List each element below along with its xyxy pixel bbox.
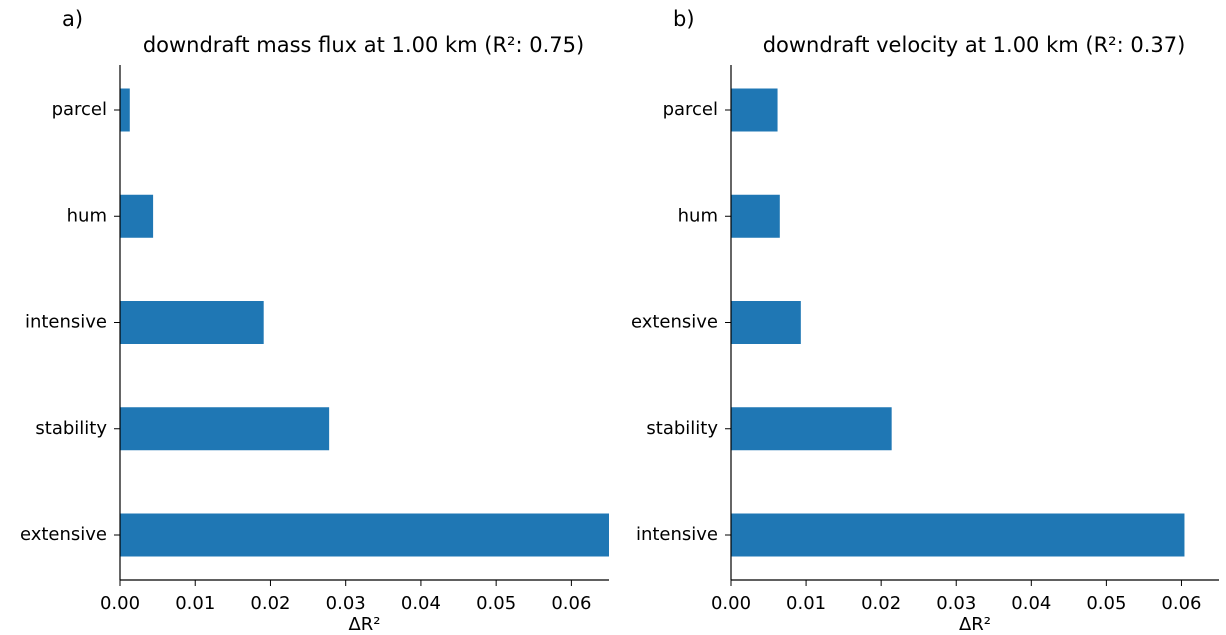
x-tick-label: 0.04	[1011, 593, 1051, 614]
y-tick-label: parcel	[52, 99, 107, 120]
y-tick-label: extensive	[631, 312, 718, 333]
bar	[120, 513, 609, 557]
y-tick-label: parcel	[663, 99, 718, 120]
x-tick-label: 0.01	[175, 593, 215, 614]
x-tick-label: 0.00	[711, 593, 751, 614]
y-tick-label: intensive	[636, 524, 718, 545]
y-tick-label: stability	[646, 418, 718, 439]
x-tick-label: 0.06	[551, 593, 591, 614]
x-tick-label: 0.05	[476, 593, 516, 614]
bar	[120, 407, 330, 451]
bar	[731, 407, 892, 451]
chart-title: downdraft mass flux at 1.00 km (R²: 0.75…	[143, 33, 584, 57]
x-axis-label: ΔR²	[959, 614, 991, 635]
bar	[731, 194, 780, 238]
x-tick-label: 0.06	[1161, 593, 1201, 614]
x-tick-label: 0.03	[326, 593, 366, 614]
x-tick-label: 0.00	[100, 593, 140, 614]
bar	[731, 513, 1185, 557]
bar	[120, 194, 154, 238]
y-tick-label: intensive	[25, 312, 107, 333]
x-tick-label: 0.02	[861, 593, 901, 614]
y-tick-label: hum	[67, 205, 107, 226]
y-tick-label: hum	[678, 205, 718, 226]
bar	[120, 88, 130, 132]
bar	[120, 301, 264, 344]
y-tick-label: stability	[35, 418, 107, 439]
x-tick-label: 0.03	[936, 593, 976, 614]
bar	[731, 301, 801, 344]
y-tick-label: extensive	[20, 524, 107, 545]
chart-title: downdraft velocity at 1.00 km (R²: 0.37)	[763, 33, 1186, 57]
panel-label: b)	[673, 7, 695, 31]
x-axis-label: ΔR²	[348, 614, 380, 635]
x-tick-label: 0.04	[401, 593, 441, 614]
x-tick-label: 0.02	[250, 593, 290, 614]
bar	[731, 88, 778, 132]
x-tick-label: 0.05	[1086, 593, 1126, 614]
panel-label: a)	[62, 7, 83, 31]
x-tick-label: 0.01	[786, 593, 826, 614]
